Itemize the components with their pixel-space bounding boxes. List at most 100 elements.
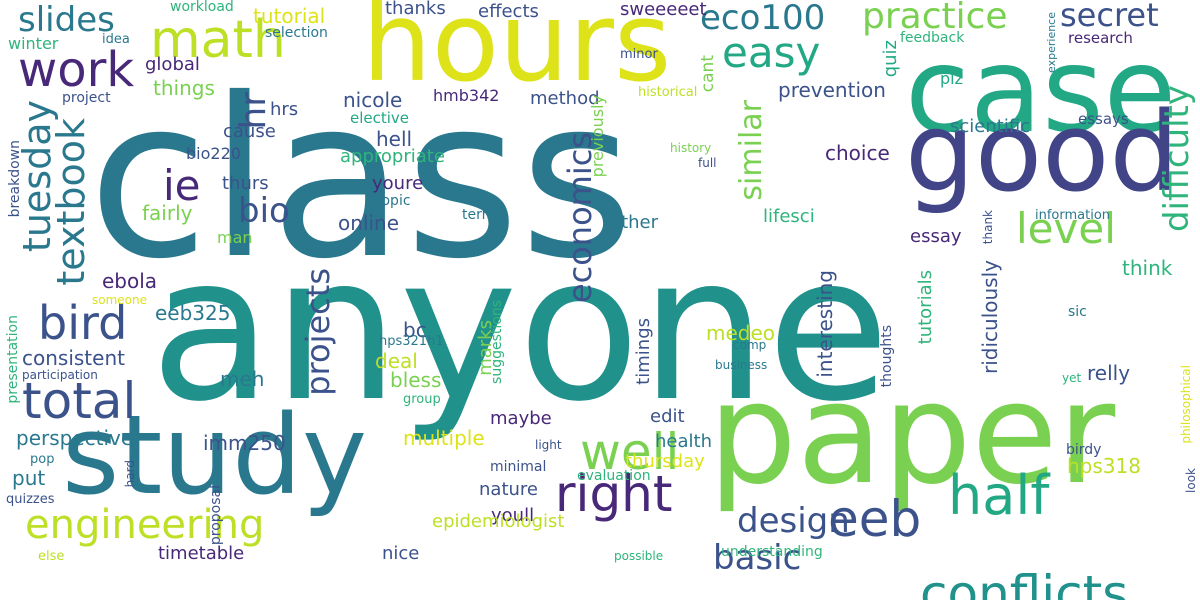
word: class (88, 51, 635, 307)
word: choice (825, 141, 890, 165)
word: terms (462, 207, 503, 223)
word: math (150, 10, 286, 70)
word: yet (1062, 371, 1082, 385)
word: minimal (490, 459, 547, 475)
word: effects (478, 1, 539, 22)
word: quizzes (6, 492, 55, 507)
word: historical (638, 85, 698, 100)
word: global (145, 54, 200, 75)
word: hps321h1 (379, 334, 444, 349)
word: minor (620, 47, 658, 62)
word: right (555, 465, 673, 523)
word: group (403, 392, 441, 407)
word: relly (1087, 361, 1131, 385)
word: hell (376, 127, 413, 151)
word: sic (1068, 304, 1087, 320)
word: either (605, 212, 659, 233)
word: eco100 (700, 0, 826, 38)
word: medeo (706, 321, 776, 345)
word: timings (633, 318, 654, 385)
word: youll (491, 505, 535, 526)
word: timetable (158, 543, 245, 564)
word: information (1035, 208, 1111, 223)
word: epidemiologist (432, 511, 565, 532)
word: business (715, 358, 768, 372)
word: look (1184, 468, 1198, 493)
word: bc (403, 318, 427, 342)
word: thank (981, 210, 995, 245)
word: maybe (490, 408, 552, 429)
word: lifesci (763, 206, 815, 227)
word: topic (376, 193, 411, 209)
word: full (698, 156, 717, 170)
word: half (948, 464, 1050, 527)
word: winter (8, 34, 59, 53)
word: proposal (208, 485, 224, 546)
word: easy (722, 28, 821, 77)
word: understanding (721, 544, 823, 560)
word: method (530, 88, 600, 109)
word: similar (734, 100, 769, 201)
word: think (1122, 256, 1173, 280)
word: experience (1045, 12, 1058, 73)
word: ie (163, 161, 201, 210)
word: difficulty (1157, 85, 1197, 233)
word: textbook (49, 118, 93, 286)
word: youre (372, 173, 424, 194)
word: else (38, 549, 65, 564)
word: conflicts (920, 565, 1129, 600)
word: hours (362, 0, 672, 106)
word: bio220 (186, 144, 241, 163)
word: participation (22, 368, 98, 382)
word: things (153, 76, 215, 100)
word: elective (350, 109, 410, 127)
word: cant (698, 55, 718, 93)
word: hmb342 (433, 86, 500, 105)
word: someone (92, 293, 147, 307)
word: perspective (16, 426, 134, 450)
word: projects (299, 268, 337, 396)
word: selection (265, 25, 328, 41)
word: practice (862, 0, 1008, 37)
word: ebola (102, 269, 158, 293)
word: good (905, 88, 1180, 216)
word: online (338, 211, 400, 235)
word: previously (588, 95, 607, 178)
word: study (62, 391, 368, 519)
word: level (1016, 204, 1116, 253)
word: case (905, 21, 1177, 159)
word: evaluation (577, 468, 651, 484)
word: thursday (625, 451, 705, 472)
word: thanks (385, 0, 446, 19)
word: cause (223, 121, 276, 142)
word: bio (238, 191, 290, 231)
word: consistent (22, 346, 125, 370)
word: eeb325 (155, 301, 231, 325)
word: work (18, 42, 135, 98)
word: birdy (1066, 442, 1102, 458)
word: well (580, 423, 680, 481)
word: design (737, 501, 850, 541)
word: philosophical (1179, 365, 1193, 444)
word: possible (614, 549, 664, 563)
word: secret (1060, 0, 1159, 34)
word: comp (733, 338, 767, 352)
word: nature (479, 479, 538, 500)
word: meh (220, 367, 265, 391)
word: hps318 (1067, 454, 1141, 478)
word: tutorials (915, 270, 936, 345)
word: tutorial (253, 4, 326, 28)
word: eeb (828, 490, 922, 548)
word: scientific (950, 116, 1031, 137)
word: research (1068, 29, 1133, 47)
word: slides (18, 0, 115, 40)
word: prevention (778, 78, 886, 102)
word: essay (910, 226, 962, 247)
word: imm250 (203, 431, 286, 455)
word: fairly (142, 201, 193, 225)
word: history (670, 141, 712, 155)
word: suggestions (489, 300, 505, 384)
word: thurs (222, 173, 269, 194)
word: breakdown (7, 140, 23, 218)
